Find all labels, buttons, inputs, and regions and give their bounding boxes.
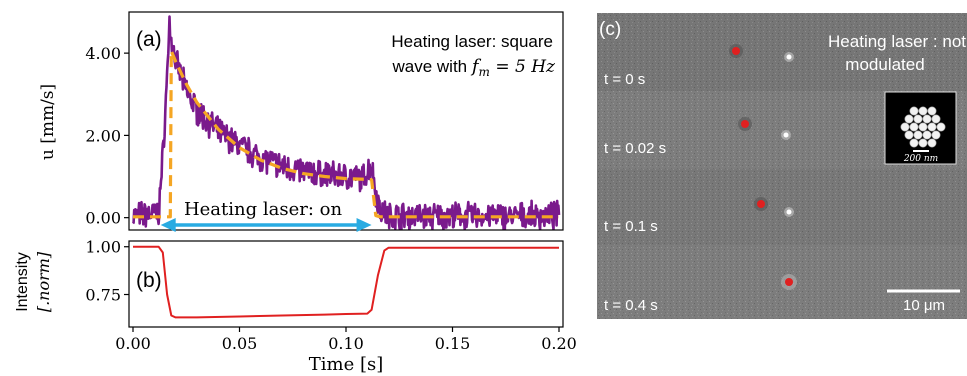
heating-on-arrow [160, 218, 372, 232]
heated-particle [783, 132, 789, 138]
x-tick-label: 0.00 [115, 334, 151, 353]
panel-a: 0.00 2.00 4.00 (a) Heating laser: square w… [38, 11, 564, 232]
y-tick-label: 1.00 [85, 238, 121, 257]
nanoparticle [927, 106, 937, 116]
panel-b-y-ticks: 0.75 1.00 [85, 238, 129, 305]
y-tick-label: 0.75 [85, 286, 121, 305]
panel-c: (c) Heating laser : not modulated t = 0 … [597, 13, 967, 319]
tracer-frame-2 [738, 117, 791, 140]
y-tick-label: 0.00 [85, 209, 121, 228]
scale-bar-label: 10 μm [903, 297, 945, 314]
y-tick-label: 4.00 [85, 44, 121, 63]
velocity-fit-line [133, 49, 559, 219]
formula-subscript: m [479, 65, 490, 79]
arrow-head-right [356, 218, 372, 232]
arrow-label: Heating laser: on [184, 199, 343, 220]
panel-c-label: (c) [599, 19, 621, 40]
x-tick-label: 0.05 [222, 334, 258, 353]
nanoparticle [909, 138, 919, 148]
formula-rest: = 5 Hz [490, 57, 556, 77]
nanoparticle [904, 114, 914, 124]
nanoparticle [927, 122, 937, 132]
panel-b-y-label-line1: Intensity [14, 252, 31, 312]
panel-b-y-label-line2: [.norm] [34, 251, 53, 312]
nanoparticle [913, 114, 923, 124]
annotation-line-1: Heating laser: square [391, 32, 553, 51]
x-tick-label: 0.20 [541, 334, 577, 353]
nanoparticle [900, 122, 910, 132]
arrow-head-left [160, 218, 176, 232]
tracer-particle [732, 47, 740, 55]
inset-scale-label: 200 nm [903, 154, 938, 164]
tracer-particle [785, 278, 793, 286]
nanoparticle [918, 138, 928, 148]
tracer-frame-1 [729, 44, 794, 62]
panel-a-y-ticks: 0.00 2.00 4.00 [85, 44, 129, 228]
intensity-line [133, 245, 559, 319]
nanoparticle [909, 106, 919, 116]
frame-time-3: t = 0.1 s [604, 218, 658, 235]
panel-c-caption-line2: modulated [845, 55, 924, 74]
panel-b-x-ticks: 0.00 0.05 0.10 0.15 0.20 [115, 327, 577, 353]
nanoparticle [927, 138, 937, 148]
inset-image: 200 nm [884, 91, 957, 165]
nanoparticle [904, 130, 914, 140]
nanoparticle [918, 106, 928, 116]
tracer-particle [741, 120, 749, 128]
heated-particle [786, 54, 792, 60]
panel-c-caption-line1: Heating laser : not [828, 32, 966, 51]
frame-band-3 [597, 169, 967, 245]
frame-time-1: t = 0 s [604, 71, 645, 88]
y-tick-label: 2.00 [85, 126, 121, 145]
heated-particle [786, 209, 792, 215]
tracer-particle [757, 200, 765, 208]
panel-a-series-layer [131, 15, 561, 230]
x-tick-label: 0.10 [328, 334, 364, 353]
nanoparticle [909, 122, 919, 132]
panel-b-label: (b) [136, 269, 162, 292]
annotation-line-2-prefix: wave with [392, 57, 472, 76]
frame-time-4: t = 0.4 s [604, 297, 658, 314]
panel-b: 0.75 1.00 0.00 0.05 0.10 0.15 0.20 (b) Intens… [14, 238, 577, 375]
frame-band-1 [597, 13, 967, 91]
panel-b-series-layer [133, 245, 559, 319]
panel-a-frame [128, 11, 564, 231]
nanoparticle [913, 130, 923, 140]
nanoparticle [936, 122, 946, 132]
nanoparticle [922, 114, 932, 124]
nanoparticle-cluster [900, 106, 946, 148]
tracer-frame-4 [781, 274, 797, 290]
x-axis-label: Time [s] [309, 354, 384, 375]
panel-a-label: (a) [136, 28, 162, 51]
nanoparticle [918, 122, 928, 132]
nanoparticle [931, 130, 941, 140]
panel-a-y-label: u [mm/s] [38, 84, 58, 160]
microscopy-image [597, 13, 967, 319]
frame-time-2: t = 0.02 s [604, 140, 666, 157]
x-tick-label: 0.15 [435, 334, 471, 353]
nanoparticle [931, 114, 941, 124]
annotation-line-2: wave with fm = 5 Hz [392, 56, 557, 79]
tracer-frame-3 [754, 197, 794, 217]
nanoparticle [922, 130, 932, 140]
